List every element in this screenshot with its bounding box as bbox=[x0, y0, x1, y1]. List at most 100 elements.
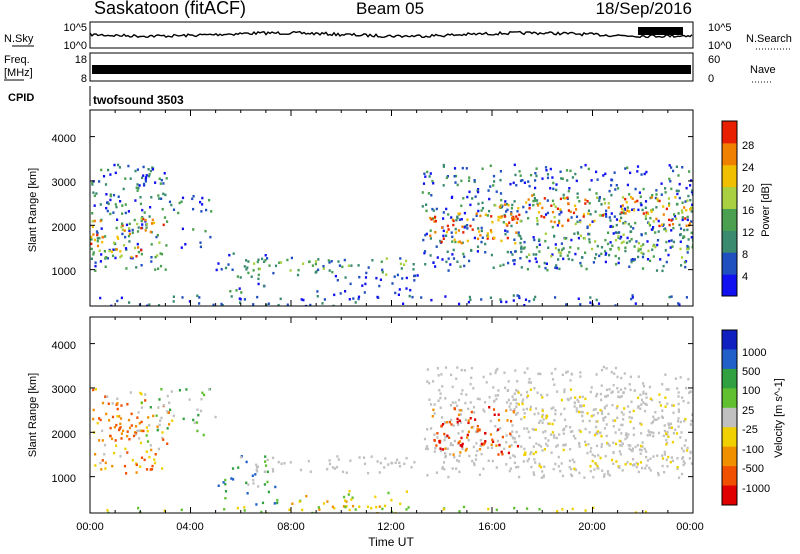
range-cell bbox=[217, 484, 220, 487]
range-cell bbox=[503, 203, 506, 206]
range-cell bbox=[610, 184, 613, 187]
range-cell bbox=[665, 432, 668, 435]
range-cell bbox=[632, 464, 635, 467]
range-cell bbox=[486, 214, 489, 217]
range-cell bbox=[642, 212, 645, 215]
range-cell bbox=[527, 457, 530, 461]
range-cell bbox=[99, 296, 102, 300]
range-cell bbox=[575, 179, 578, 183]
range-cell bbox=[587, 212, 590, 215]
range-cell bbox=[178, 201, 181, 205]
range-cell bbox=[510, 211, 513, 214]
range-cell bbox=[330, 260, 333, 263]
range-cell bbox=[649, 457, 652, 460]
range-cell bbox=[583, 476, 586, 479]
range-cell bbox=[527, 430, 530, 434]
range-cell bbox=[257, 485, 260, 488]
range-cell bbox=[255, 503, 258, 506]
range-cell bbox=[509, 456, 512, 460]
range-cell bbox=[687, 194, 690, 198]
range-cell bbox=[619, 453, 622, 456]
range-cell bbox=[364, 282, 367, 286]
nsky-label: N.Sky bbox=[4, 33, 34, 45]
range-cell bbox=[448, 420, 451, 424]
freq-tick-bottom: 8 bbox=[81, 73, 87, 85]
range-cell bbox=[627, 405, 630, 408]
range-cell bbox=[554, 243, 557, 246]
range-cell bbox=[199, 200, 202, 204]
range-cell bbox=[633, 245, 636, 248]
range-cell bbox=[159, 264, 163, 268]
range-cell bbox=[603, 475, 606, 478]
range-cell bbox=[618, 439, 621, 443]
range-cell bbox=[379, 461, 382, 465]
range-cell bbox=[481, 236, 484, 239]
range-cell bbox=[267, 490, 270, 494]
range-cell bbox=[495, 369, 498, 372]
range-cell bbox=[545, 169, 548, 172]
range-cell bbox=[639, 248, 642, 251]
range-cell bbox=[140, 429, 143, 433]
range-cell bbox=[595, 420, 598, 423]
range-cell bbox=[668, 204, 671, 207]
range-cell bbox=[506, 208, 509, 212]
range-cell bbox=[642, 243, 645, 246]
range-cell bbox=[161, 436, 164, 440]
range-cell bbox=[137, 246, 140, 249]
range-cell bbox=[136, 189, 139, 192]
range-cell bbox=[339, 292, 342, 295]
range-cell bbox=[547, 246, 550, 249]
range-cell bbox=[685, 224, 688, 227]
range-cell bbox=[253, 262, 256, 265]
range-cell bbox=[639, 461, 642, 464]
range-cell bbox=[620, 376, 623, 380]
range-cell bbox=[611, 403, 614, 407]
range-cell bbox=[499, 216, 502, 219]
range-cell bbox=[642, 401, 645, 404]
range-cell bbox=[413, 461, 416, 464]
range-cell bbox=[677, 302, 680, 305]
range-cell bbox=[525, 390, 529, 394]
range-cell bbox=[492, 174, 496, 178]
range-cell bbox=[214, 415, 217, 419]
range-cell bbox=[551, 378, 555, 381]
range-cell bbox=[212, 303, 215, 306]
range-cell bbox=[142, 174, 145, 177]
range-cell bbox=[491, 459, 494, 463]
range-cell bbox=[476, 430, 479, 433]
range-cell bbox=[145, 450, 148, 453]
range-cell bbox=[471, 197, 474, 200]
range-cell bbox=[676, 387, 679, 390]
range-cell bbox=[336, 455, 339, 458]
range-cell bbox=[488, 406, 491, 409]
range-cell bbox=[689, 198, 692, 202]
range-cell bbox=[610, 193, 613, 197]
range-cell bbox=[494, 371, 497, 375]
range-cell bbox=[117, 163, 120, 167]
range-cell bbox=[236, 506, 239, 510]
range-cell bbox=[478, 230, 481, 233]
range-cell bbox=[365, 271, 368, 275]
range-cell bbox=[578, 429, 581, 432]
range-cell bbox=[541, 177, 544, 180]
range-cell bbox=[459, 413, 463, 416]
range-cell bbox=[432, 261, 435, 264]
range-cell bbox=[687, 238, 690, 241]
range-cell bbox=[617, 235, 620, 238]
range-cell bbox=[618, 231, 621, 234]
range-cell bbox=[478, 473, 481, 476]
range-cell bbox=[628, 265, 631, 268]
range-cell bbox=[686, 244, 689, 248]
range-cell bbox=[584, 509, 587, 512]
range-cell bbox=[378, 284, 381, 288]
range-cell bbox=[612, 419, 615, 422]
range-cell bbox=[122, 429, 125, 433]
range-cell bbox=[600, 368, 604, 372]
range-cell bbox=[640, 173, 643, 176]
range-cell bbox=[554, 246, 557, 250]
power-colorbar: 28 24 20 16 12 8 4 Power [dB] bbox=[721, 120, 772, 297]
range-cell bbox=[631, 449, 634, 453]
range-cell bbox=[681, 201, 684, 204]
range-cell bbox=[626, 206, 629, 209]
range-cell bbox=[140, 264, 143, 267]
